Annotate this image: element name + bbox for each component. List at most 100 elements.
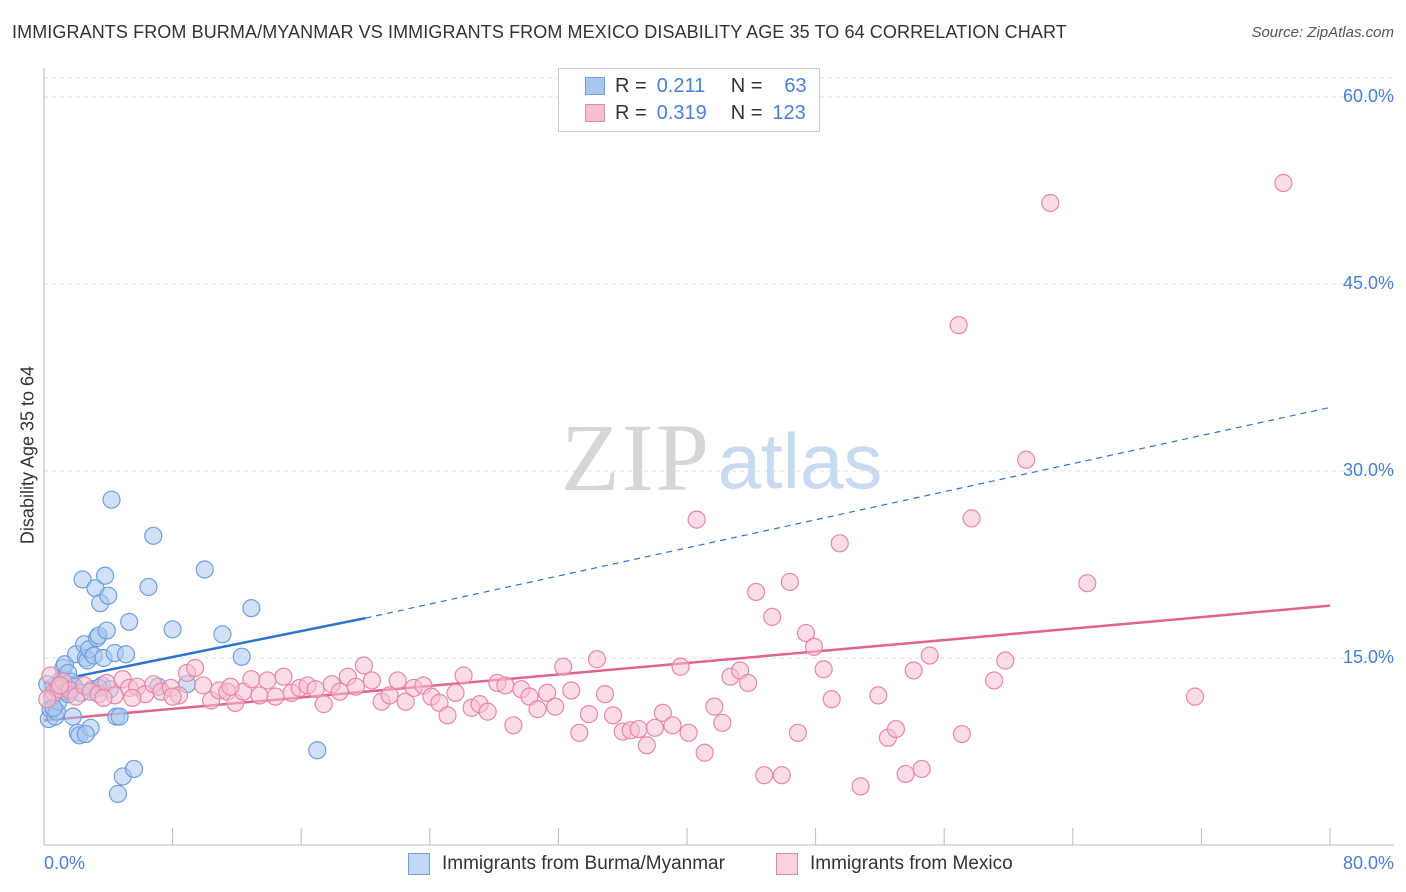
point-mexico bbox=[528, 700, 547, 719]
point-mexico bbox=[851, 777, 870, 796]
legend-swatch-blue bbox=[585, 77, 605, 95]
point-burma bbox=[73, 570, 92, 589]
point-mexico bbox=[896, 764, 915, 784]
point-mexico bbox=[346, 677, 365, 696]
point-mexico bbox=[796, 623, 816, 643]
point-mexico bbox=[94, 688, 113, 707]
point-mexico bbox=[446, 683, 465, 703]
bottom-legend-burma: Immigrants from Burma/Myanmar bbox=[408, 852, 725, 876]
point-burma bbox=[163, 620, 182, 639]
legend-swatch-pink bbox=[585, 104, 605, 122]
point-burma bbox=[108, 784, 128, 803]
point-mexico bbox=[962, 509, 981, 528]
point-burma bbox=[195, 560, 214, 579]
point-mexico bbox=[354, 656, 373, 675]
point-mexico bbox=[50, 676, 70, 695]
point-mexico bbox=[562, 681, 581, 700]
point-mexico bbox=[546, 697, 565, 716]
point-mexico bbox=[804, 637, 824, 656]
point-mexico bbox=[996, 651, 1015, 670]
point-mexico bbox=[1185, 687, 1205, 706]
data-points bbox=[38, 173, 1293, 803]
y-tick-label: 30.0% bbox=[1342, 460, 1394, 480]
point-mexico bbox=[1017, 450, 1036, 469]
point-mexico bbox=[579, 704, 599, 724]
point-mexico bbox=[920, 646, 939, 665]
point-mexico bbox=[687, 510, 706, 529]
point-burma bbox=[139, 577, 158, 597]
point-burma bbox=[76, 724, 95, 744]
y-tick-label: 60.0% bbox=[1342, 86, 1394, 106]
point-burma bbox=[144, 526, 163, 545]
point-mexico bbox=[671, 657, 690, 676]
point-mexico bbox=[984, 671, 1004, 690]
point-mexico bbox=[388, 671, 407, 690]
legend-row-mexico: R = 0.319 N = 123 bbox=[585, 102, 806, 124]
point-mexico bbox=[713, 713, 732, 732]
point-mexico bbox=[570, 723, 589, 742]
point-mexico bbox=[538, 683, 557, 703]
point-mexico bbox=[763, 607, 782, 626]
point-mexico bbox=[886, 719, 906, 739]
point-burma bbox=[116, 645, 136, 664]
bottom-legend-label: Immigrants from Burma/Myanmar bbox=[442, 853, 725, 874]
point-mexico bbox=[755, 766, 774, 785]
point-mexico bbox=[822, 690, 841, 709]
point-mexico bbox=[912, 759, 931, 779]
watermark-atlas: atlas bbox=[718, 417, 883, 505]
point-mexico bbox=[454, 666, 473, 685]
point-mexico bbox=[554, 657, 573, 676]
correlation-legend: R = 0.211 N = 63 R = 0.319 N = 123 bbox=[558, 68, 820, 132]
point-mexico bbox=[221, 677, 240, 696]
point-mexico bbox=[186, 658, 205, 678]
legend-r-label: R = bbox=[615, 101, 647, 124]
point-mexico bbox=[496, 676, 515, 695]
point-mexico bbox=[306, 680, 325, 699]
point-burma bbox=[63, 707, 83, 726]
legend-r-value: 0.319 bbox=[656, 101, 707, 124]
point-mexico bbox=[747, 582, 766, 602]
point-mexico bbox=[663, 716, 682, 735]
point-mexico bbox=[478, 702, 497, 721]
point-mexico bbox=[504, 716, 523, 735]
point-mexico bbox=[258, 671, 277, 690]
legend-n-label: N = bbox=[730, 101, 763, 124]
point-mexico bbox=[869, 686, 888, 705]
point-mexico bbox=[629, 719, 648, 739]
point-mexico bbox=[679, 723, 698, 742]
point-mexico bbox=[830, 534, 849, 553]
point-burma bbox=[308, 741, 327, 760]
bottom-legend-swatch-blue bbox=[408, 853, 430, 875]
point-mexico bbox=[194, 676, 213, 695]
point-mexico bbox=[603, 706, 623, 725]
point-mexico bbox=[362, 671, 382, 690]
point-burma bbox=[232, 647, 251, 666]
point-mexico bbox=[250, 686, 269, 705]
gridlines bbox=[44, 77, 1394, 659]
chart-title: IMMIGRANTS FROM BURMA/MYANMAR VS IMMIGRA… bbox=[12, 22, 1067, 42]
point-mexico bbox=[587, 650, 607, 669]
point-mexico bbox=[38, 690, 57, 709]
point-mexico bbox=[1078, 574, 1097, 593]
legend-r-label: R = bbox=[615, 74, 647, 97]
x-tick-label-min: 0.0% bbox=[44, 853, 86, 873]
point-mexico bbox=[814, 660, 833, 679]
point-burma bbox=[213, 625, 232, 644]
point-mexico bbox=[695, 743, 714, 762]
point-mexico bbox=[904, 661, 923, 680]
point-mexico bbox=[1041, 193, 1060, 213]
legend-r-value: 0.211 bbox=[656, 74, 706, 97]
bottom-legend-label: Immigrants from Mexico bbox=[810, 853, 1013, 874]
y-tick-label: 15.0% bbox=[1342, 647, 1394, 667]
trend-line-burma bbox=[43, 616, 366, 685]
point-mexico bbox=[952, 724, 971, 744]
bottom-legend-swatch-pink bbox=[776, 853, 798, 875]
point-burma bbox=[120, 612, 139, 631]
point-mexico bbox=[123, 688, 142, 707]
watermark: ZIP atlas bbox=[561, 404, 882, 511]
point-mexico bbox=[1274, 173, 1293, 193]
y-axis-label: Disability Age 35 to 64 bbox=[17, 365, 38, 545]
point-mexico bbox=[949, 316, 968, 335]
source-label: Source: ZipAtlas.com bbox=[1251, 24, 1394, 41]
